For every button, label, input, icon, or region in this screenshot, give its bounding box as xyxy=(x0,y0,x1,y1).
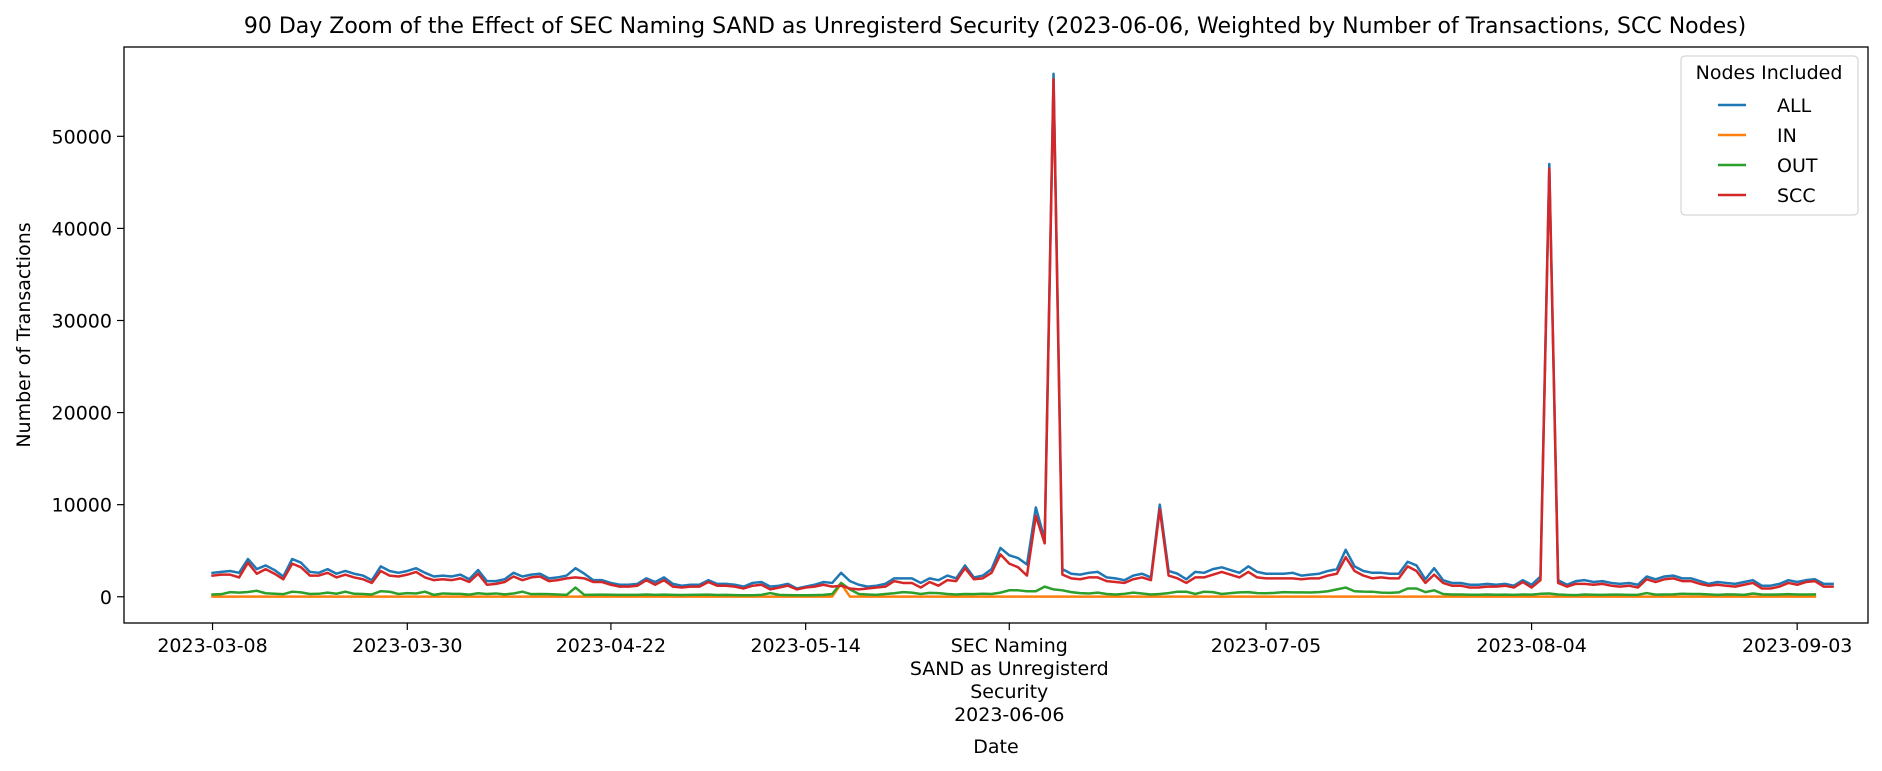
plot-frame xyxy=(123,46,1869,624)
series-line-in xyxy=(211,582,1817,598)
y-axis-label: Number of Transactions xyxy=(13,222,35,447)
series-line-scc xyxy=(211,77,1834,591)
y-tick-label-20000: 20000 xyxy=(52,403,112,425)
chart-title: 90 Day Zoom of the Effect of SEC Naming … xyxy=(244,14,1746,39)
x-axis: 2023-03-08 2023-03-30 2023-04-22 2023-05-14… xyxy=(157,623,1852,726)
y-tick-label-0: 0 xyxy=(100,587,112,609)
x-tick-label-2023-09-03: 2023-09-03 xyxy=(1742,635,1852,657)
y-axis: 0 10000 20000 30000 40000 50000 xyxy=(52,126,124,609)
x-tick-label-2023-07-05: 2023-07-05 xyxy=(1211,635,1321,657)
x-tick-label-2023-05-14: 2023-05-14 xyxy=(750,635,860,657)
series-layer xyxy=(211,72,1834,598)
x-axis-label: Date xyxy=(973,736,1018,758)
legend: Nodes Included ALL IN OUT SCC xyxy=(1680,55,1859,216)
x-tick-label-2023-06-06: SEC Naming SAND as Unregisterd Security 202… xyxy=(910,635,1109,726)
series-line-all xyxy=(211,72,1834,590)
x-tick-label-2023-03-08: 2023-03-08 xyxy=(157,635,267,657)
legend-label-all: ALL xyxy=(1777,95,1812,117)
y-tick-label-10000: 10000 xyxy=(52,495,112,517)
legend-entries: ALL IN OUT SCC xyxy=(1718,95,1818,207)
y-tick-label-30000: 30000 xyxy=(52,310,112,332)
legend-box xyxy=(1680,55,1859,216)
y-tick-label-40000: 40000 xyxy=(52,218,112,240)
legend-label-scc: SCC xyxy=(1777,185,1816,207)
legend-label-out: OUT xyxy=(1777,155,1818,177)
legend-label-in: IN xyxy=(1777,125,1797,147)
x-tick-label-2023-04-22: 2023-04-22 xyxy=(556,635,666,657)
x-tick-label-2023-03-30: 2023-03-30 xyxy=(352,635,462,657)
legend-title: Nodes Included xyxy=(1696,62,1843,84)
plot-area xyxy=(123,46,1869,624)
x-tick-label-2023-08-04: 2023-08-04 xyxy=(1476,635,1586,657)
y-tick-label-50000: 50000 xyxy=(52,126,112,148)
series-line-out xyxy=(211,581,1817,597)
